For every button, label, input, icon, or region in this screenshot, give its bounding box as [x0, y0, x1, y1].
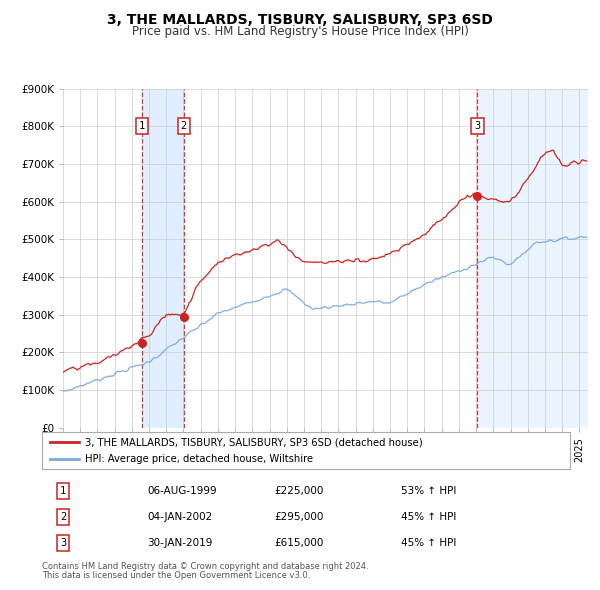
- Text: Price paid vs. HM Land Registry's House Price Index (HPI): Price paid vs. HM Land Registry's House …: [131, 25, 469, 38]
- Text: 3, THE MALLARDS, TISBURY, SALISBURY, SP3 6SD: 3, THE MALLARDS, TISBURY, SALISBURY, SP3…: [107, 13, 493, 27]
- Text: 04-JAN-2002: 04-JAN-2002: [148, 512, 213, 522]
- Text: 1: 1: [139, 121, 145, 131]
- Text: 2: 2: [181, 121, 187, 131]
- Text: HPI: Average price, detached house, Wiltshire: HPI: Average price, detached house, Wilt…: [85, 454, 313, 464]
- Text: £295,000: £295,000: [274, 512, 323, 522]
- Bar: [478, 88, 588, 428]
- Text: 1: 1: [60, 486, 66, 496]
- Text: This data is licensed under the Open Government Licence v3.0.: This data is licensed under the Open Gov…: [42, 571, 310, 580]
- Text: 3: 3: [60, 538, 66, 548]
- Text: 2: 2: [60, 512, 66, 522]
- Text: Contains HM Land Registry data © Crown copyright and database right 2024.: Contains HM Land Registry data © Crown c…: [42, 562, 368, 571]
- Text: 45% ↑ HPI: 45% ↑ HPI: [401, 538, 457, 548]
- Text: 45% ↑ HPI: 45% ↑ HPI: [401, 512, 457, 522]
- Text: £225,000: £225,000: [274, 486, 323, 496]
- Text: £615,000: £615,000: [274, 538, 323, 548]
- Text: 3: 3: [475, 121, 481, 131]
- Bar: [142, 88, 184, 428]
- Text: 06-AUG-1999: 06-AUG-1999: [148, 486, 217, 496]
- Text: 30-JAN-2019: 30-JAN-2019: [148, 538, 213, 548]
- Text: 3, THE MALLARDS, TISBURY, SALISBURY, SP3 6SD (detached house): 3, THE MALLARDS, TISBURY, SALISBURY, SP3…: [85, 437, 423, 447]
- Text: 53% ↑ HPI: 53% ↑ HPI: [401, 486, 457, 496]
